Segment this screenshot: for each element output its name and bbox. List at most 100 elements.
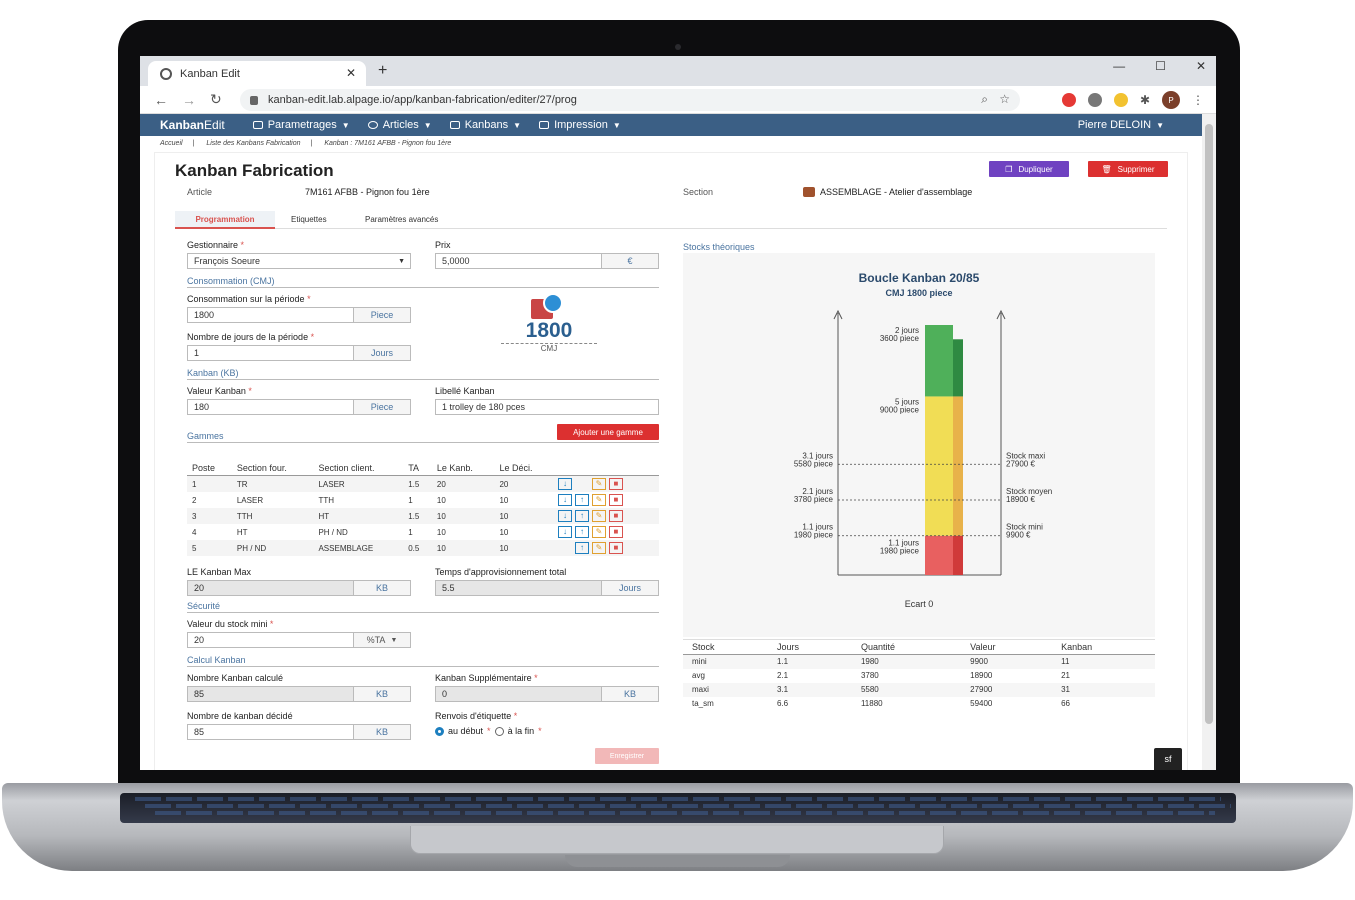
cell: 9900	[961, 654, 1053, 669]
url-field[interactable]: kanban-edit.lab.alpage.io/app/kanban-fab…	[240, 89, 1020, 111]
minimize-icon[interactable]: —	[1113, 59, 1126, 73]
brand-logo[interactable]: KanbanEdit	[160, 118, 225, 132]
table-row: ta_sm 6.6 11880 59400 66	[683, 697, 1155, 711]
breadcrumb-current: Kanban : 7M161 AFBB - Pignon fou 1ère	[324, 140, 452, 147]
cell: 5580	[851, 682, 962, 697]
column-header: TA	[403, 461, 432, 476]
cell: 3780	[860, 671, 879, 680]
gestionnaire-select[interactable]: François Soeure ▼	[187, 253, 411, 269]
save-button[interactable]: Enregistrer	[595, 748, 659, 764]
menu-kanbans[interactable]: Kanbans ▼	[449, 119, 522, 131]
kebab-menu-icon[interactable]: ⋮	[1192, 93, 1204, 107]
extension-icon[interactable]	[1113, 93, 1128, 107]
add-gamme-button[interactable]: Ajouter une gamme	[557, 424, 659, 440]
row-actions: ↓ ↑ ✎ ■	[553, 492, 659, 508]
back-icon[interactable]: ←	[154, 91, 168, 108]
tab-programmation[interactable]: Programmation	[175, 211, 275, 229]
reload-icon[interactable]: ↻	[210, 91, 222, 107]
level-left-qty-2: 1980 piece	[794, 531, 834, 540]
edit-icon[interactable]: ✎	[591, 510, 606, 522]
cell: PH / ND	[231, 540, 314, 556]
forward-icon[interactable]: →	[182, 91, 196, 108]
level-left-qty-0: 5580 piece	[794, 459, 834, 468]
close-tab-icon[interactable]: ✕	[345, 66, 356, 80]
kanban-calcule-input: 85 KB	[187, 686, 411, 702]
menu-parametrages[interactable]: Parametrages ▼	[252, 119, 350, 131]
column-header: Le Déci.	[494, 461, 553, 476]
zoom-icon[interactable]: ⌕	[981, 92, 988, 106]
column-header: Jours	[768, 639, 852, 655]
close-window-icon[interactable]: ✕	[1195, 59, 1206, 73]
delete-label: Supprimer	[1117, 164, 1155, 174]
delete-row-icon[interactable]: ■	[608, 510, 623, 522]
tab-parametres-avances[interactable]: Paramètres avancés	[365, 215, 439, 224]
caret-down-icon: ▼	[513, 120, 522, 130]
puzzle-icon[interactable]: ✱	[1139, 93, 1150, 107]
edit-icon[interactable]: ✎	[591, 478, 606, 490]
jours-input[interactable]: 1 Jours	[187, 345, 411, 361]
edit-icon[interactable]: ✎	[591, 542, 606, 554]
duplicate-button[interactable]: ❐ Dupliquer	[989, 161, 1069, 177]
move-up-icon[interactable]: ↑	[574, 494, 589, 506]
folder-icon	[803, 187, 815, 197]
delete-row-icon[interactable]: ■	[608, 478, 623, 490]
delete-row-icon[interactable]: ■	[608, 542, 623, 554]
move-down-icon[interactable]: ↓	[557, 510, 572, 522]
level-left-days-1: 2.1 jours	[802, 487, 833, 496]
cell: PH / ND	[318, 527, 348, 537]
tab-etiquettes[interactable]: Etiquettes	[291, 215, 327, 224]
delete-row-icon[interactable]: ■	[608, 494, 623, 506]
bottom-label-days: 1.1 jours	[888, 539, 919, 548]
user-menu[interactable]: Pierre DELOIN ▼	[1078, 119, 1164, 131]
maximize-icon[interactable]: ☐	[1155, 59, 1166, 73]
move-down-icon[interactable]: ↓	[557, 478, 572, 490]
page-title: Kanban Fabrication	[175, 161, 334, 180]
menu-impression[interactable]: Impression ▼	[539, 119, 621, 131]
libelle-input[interactable]: 1 trolley de 180 pces	[435, 399, 659, 415]
kanban-decide-input[interactable]: 85 KB	[187, 724, 411, 740]
stock-mini-input[interactable]: 20 %TA ▼	[187, 632, 411, 648]
move-up-icon[interactable]: ↑	[574, 542, 589, 554]
cell: 59400	[970, 699, 993, 708]
delete-row-icon[interactable]: ■	[608, 526, 623, 538]
duplicate-label: Dupliquer	[1018, 164, 1053, 174]
input-value: 1	[194, 348, 200, 358]
delete-button[interactable]: 🗑 Supprimer	[1088, 161, 1168, 177]
menu-articles[interactable]: Articles ▼	[367, 119, 432, 131]
prix-input[interactable]: 5,0000 €	[435, 253, 659, 269]
move-down-icon[interactable]: ↓	[557, 494, 572, 506]
edit-icon[interactable]: ✎	[591, 526, 606, 538]
move-down-icon[interactable]: ↓	[557, 526, 572, 538]
cell: 1	[187, 475, 232, 492]
select-value: François Soeure	[194, 256, 261, 266]
breadcrumb-list[interactable]: Liste des Kanbans Fabrication	[206, 140, 301, 147]
stock-mini-unit-select[interactable]: %TA ▼	[353, 632, 411, 648]
conso-input[interactable]: 1800 Piece	[187, 307, 411, 323]
valeur-kanban-input[interactable]: 180 Piece	[187, 399, 411, 415]
cell: 10	[436, 495, 446, 505]
menu-label: Parametrages	[267, 119, 337, 131]
move-up-icon[interactable]: ↑	[574, 526, 589, 538]
edit-icon[interactable]: ✎	[591, 494, 606, 506]
chart-title: Boucle Kanban 20/85	[858, 271, 980, 285]
radio-au-debut[interactable]	[435, 726, 444, 736]
kanban-supp-input[interactable]: 0 KB	[435, 686, 659, 702]
move-up-icon[interactable]: ↑	[574, 510, 589, 522]
jours-unit: Jours	[353, 345, 411, 361]
browser-tab[interactable]: Kanban Edit ✕	[148, 61, 366, 86]
user-name: Pierre DELOIN	[1077, 119, 1152, 131]
chart-footer: Ecart 0	[904, 599, 934, 609]
breadcrumb-home[interactable]: Accueil	[160, 140, 183, 147]
extension-icon[interactable]	[1087, 93, 1102, 107]
profile-avatar[interactable]: P	[1162, 91, 1180, 109]
radio-a-la-fin[interactable]	[494, 726, 504, 736]
symfony-toolbar-icon[interactable]: sf	[1154, 748, 1182, 770]
prix-label: Prix	[435, 240, 451, 250]
new-tab-icon[interactable]: +	[378, 62, 388, 79]
scrollbar-thumb[interactable]	[1205, 124, 1213, 724]
star-icon[interactable]: ☆	[999, 92, 1010, 106]
stocks-table: Stock Jours Quantité Valeur Kanban mini 1…	[683, 639, 1155, 711]
key-row	[135, 797, 1221, 801]
extension-icon[interactable]	[1061, 93, 1076, 107]
spacer	[575, 478, 589, 490]
